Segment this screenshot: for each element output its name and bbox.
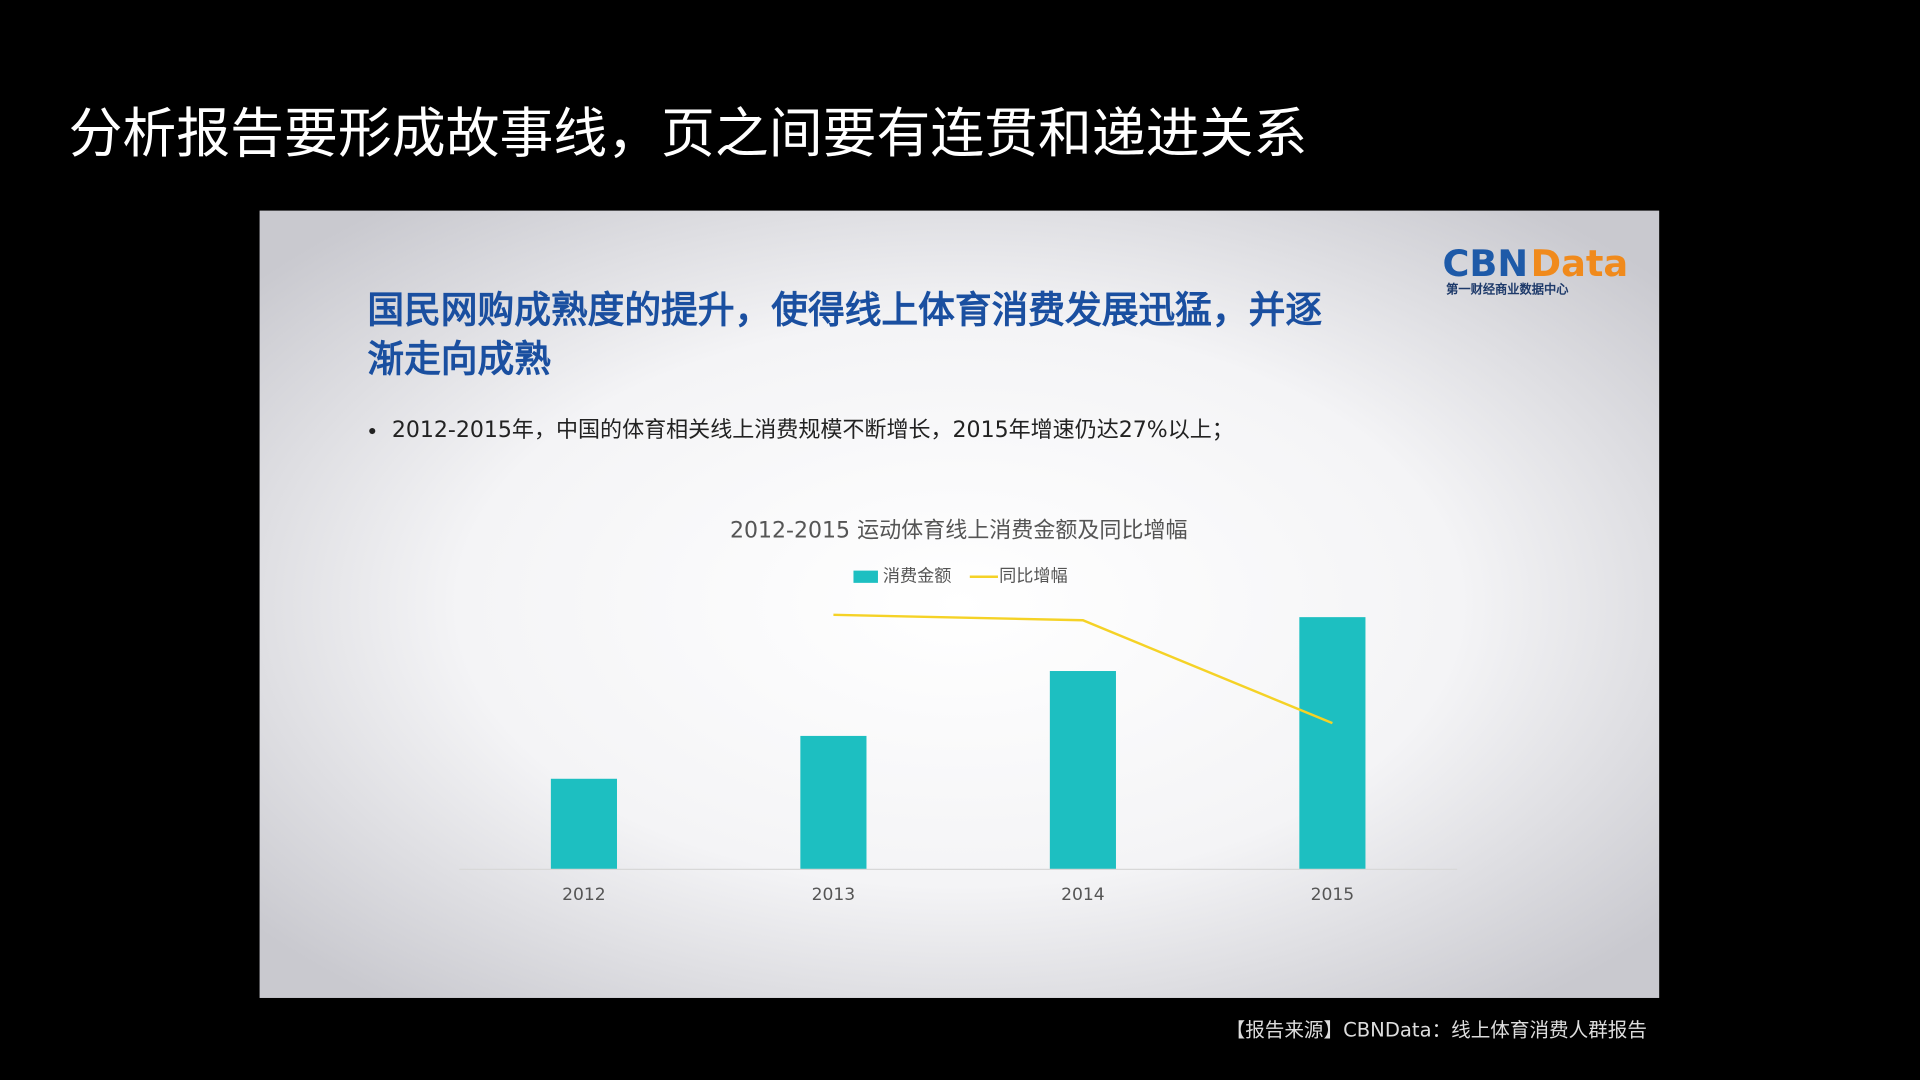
legend-label: 消费金额 [883, 567, 952, 587]
logo-cbn: CBN [1442, 242, 1528, 285]
heading-line: 渐走向成熟 [367, 338, 551, 381]
page-title: 分析报告要形成故事线，页之间要有连贯和递进关系 [69, 102, 1308, 165]
logo-data: Data [1531, 242, 1629, 285]
logo-subtitle: 第一财经商业数据中心 [1446, 282, 1569, 297]
legend-label: 同比增幅 [999, 567, 1067, 587]
line [833, 613, 1333, 725]
bar [1049, 671, 1116, 870]
x-tick-label: 2014 [1061, 885, 1105, 905]
bullet-text: 2012-2015年，中国的体育相关线上消费规模不断增长，2015年增速仍达27… [392, 418, 1234, 443]
slide [259, 210, 1660, 998]
bar [800, 735, 867, 870]
bar [550, 778, 617, 870]
x-tick-label: 2015 [1311, 885, 1355, 905]
chart-title: 2012-2015 运动体育线上消费金额及同比增幅 [730, 518, 1188, 543]
x-tick-label: 2013 [812, 885, 856, 905]
source: 【报告来源】CBNData：线上体育消费人群报告 [1226, 1019, 1647, 1042]
legend-swatch [853, 570, 878, 583]
bar [1299, 617, 1366, 870]
bullet-dot [369, 427, 376, 435]
x-tick-label: 2012 [562, 885, 606, 905]
heading-line: 国民网购成熟度的提升，使得线上体育消费发展迅猛，并逐 [367, 289, 1322, 332]
